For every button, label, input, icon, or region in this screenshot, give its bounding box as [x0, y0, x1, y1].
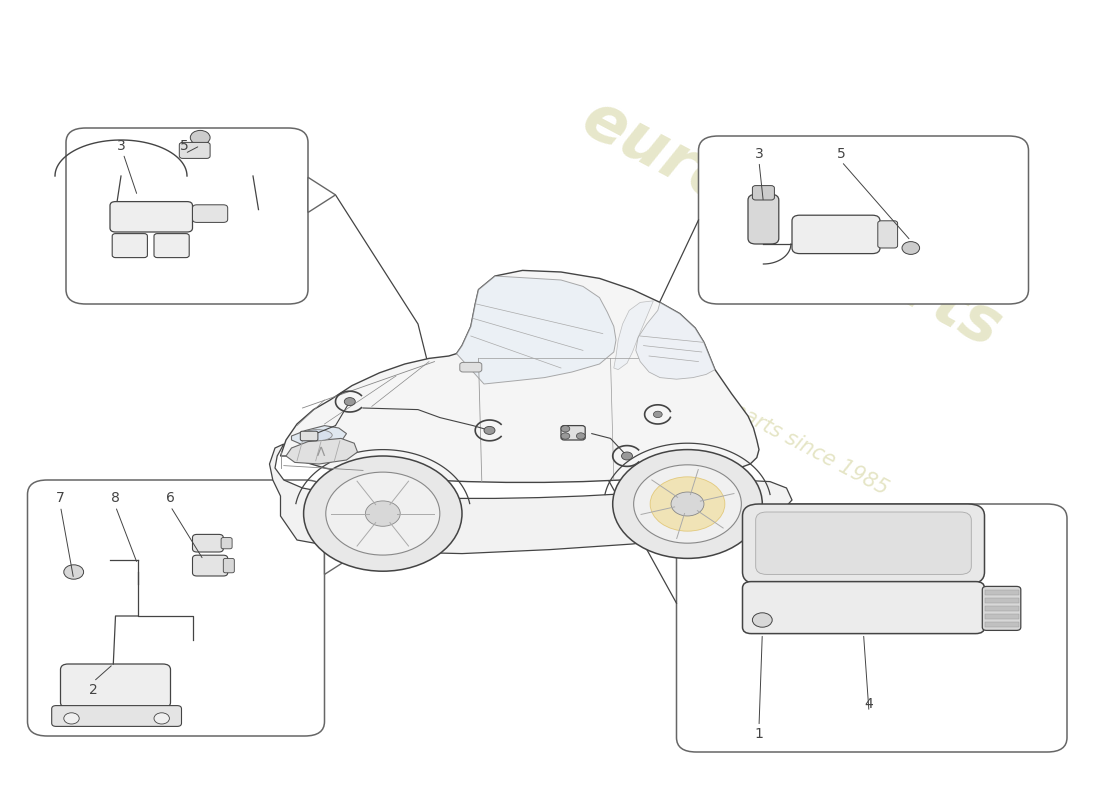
Polygon shape: [270, 444, 792, 554]
FancyBboxPatch shape: [223, 558, 234, 573]
Polygon shape: [324, 539, 352, 574]
Circle shape: [653, 411, 662, 418]
Circle shape: [64, 565, 84, 579]
Text: ⋀: ⋀: [317, 446, 326, 456]
Polygon shape: [308, 178, 336, 213]
FancyBboxPatch shape: [112, 234, 147, 258]
Circle shape: [484, 426, 495, 434]
Circle shape: [650, 477, 725, 531]
Text: 1: 1: [755, 727, 763, 742]
Text: 2: 2: [89, 682, 98, 697]
Text: 8: 8: [111, 490, 120, 505]
Text: 4: 4: [865, 697, 873, 711]
FancyBboxPatch shape: [698, 136, 1028, 304]
Ellipse shape: [301, 430, 332, 441]
FancyBboxPatch shape: [748, 194, 779, 244]
Text: 3: 3: [755, 146, 763, 161]
Text: 5: 5: [180, 138, 189, 153]
FancyBboxPatch shape: [192, 555, 228, 576]
Text: a passion for parts since 1985: a passion for parts since 1985: [604, 334, 892, 498]
FancyBboxPatch shape: [756, 512, 971, 574]
Circle shape: [561, 433, 570, 439]
Polygon shape: [614, 301, 653, 370]
Circle shape: [621, 452, 632, 460]
FancyBboxPatch shape: [300, 431, 318, 441]
Bar: [984, 606, 1019, 611]
FancyBboxPatch shape: [66, 128, 308, 304]
Circle shape: [344, 398, 355, 406]
FancyBboxPatch shape: [742, 504, 984, 584]
FancyBboxPatch shape: [752, 186, 774, 200]
FancyBboxPatch shape: [154, 234, 189, 258]
Polygon shape: [280, 270, 759, 482]
FancyBboxPatch shape: [60, 664, 170, 708]
FancyBboxPatch shape: [742, 582, 984, 634]
FancyBboxPatch shape: [792, 215, 880, 254]
FancyBboxPatch shape: [52, 706, 182, 726]
Circle shape: [365, 501, 400, 526]
Circle shape: [671, 492, 704, 516]
Polygon shape: [292, 426, 346, 446]
Bar: [984, 590, 1019, 595]
Circle shape: [326, 472, 440, 555]
Circle shape: [634, 465, 741, 543]
Circle shape: [576, 433, 585, 439]
Text: 6: 6: [166, 490, 175, 505]
Bar: [984, 614, 1019, 619]
FancyBboxPatch shape: [192, 205, 228, 222]
FancyBboxPatch shape: [982, 586, 1021, 630]
Bar: [984, 598, 1019, 603]
Bar: [984, 622, 1019, 627]
Circle shape: [613, 450, 762, 558]
FancyBboxPatch shape: [561, 426, 585, 440]
FancyBboxPatch shape: [878, 221, 898, 248]
Text: 3: 3: [117, 138, 125, 153]
Circle shape: [752, 613, 772, 627]
Circle shape: [154, 713, 169, 724]
FancyBboxPatch shape: [460, 362, 482, 372]
FancyBboxPatch shape: [28, 480, 324, 736]
FancyBboxPatch shape: [110, 202, 192, 232]
Polygon shape: [636, 302, 715, 379]
Text: eurocarparts: eurocarparts: [572, 87, 1012, 361]
Circle shape: [304, 456, 462, 571]
Circle shape: [190, 130, 210, 145]
Circle shape: [64, 713, 79, 724]
FancyBboxPatch shape: [179, 142, 210, 158]
Circle shape: [902, 242, 920, 254]
FancyBboxPatch shape: [192, 534, 223, 552]
Text: 7: 7: [56, 490, 65, 505]
FancyBboxPatch shape: [676, 504, 1067, 752]
Polygon shape: [286, 438, 358, 464]
Text: 5: 5: [837, 146, 846, 161]
FancyBboxPatch shape: [221, 538, 232, 549]
Polygon shape: [456, 276, 616, 384]
Circle shape: [561, 426, 570, 432]
